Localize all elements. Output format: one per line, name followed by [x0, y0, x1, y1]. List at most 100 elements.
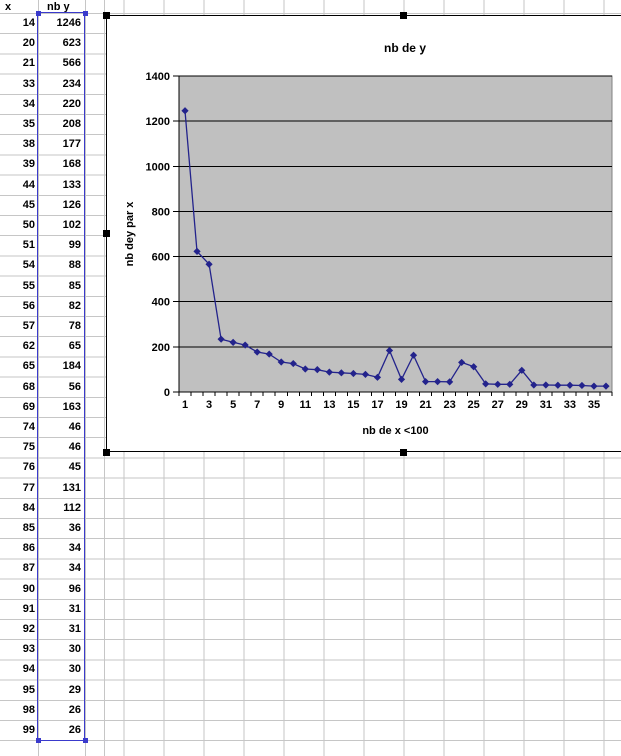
cell-x-value[interactable]: 33 — [22, 77, 35, 90]
cell-nby-value[interactable]: 26 — [68, 724, 81, 737]
cell-nby-value[interactable]: 131 — [62, 481, 81, 494]
cell-nby-value[interactable]: 208 — [62, 118, 81, 131]
cell-x-value[interactable]: 94 — [22, 663, 35, 676]
cell-x-value[interactable]: 77 — [22, 481, 35, 494]
cell-x-value[interactable]: 91 — [22, 602, 35, 615]
cell-nby-value[interactable]: 112 — [63, 501, 81, 514]
cell-nby-value[interactable]: 36 — [68, 522, 81, 535]
cell-nby-value[interactable]: 26 — [68, 703, 81, 716]
cell-x-value[interactable]: 93 — [22, 643, 35, 656]
cell-x-value[interactable]: 56 — [22, 299, 35, 312]
cell-x-value[interactable]: 20 — [22, 37, 35, 50]
table-row: 77 131 — [0, 478, 85, 498]
cell-x-value[interactable]: 95 — [22, 683, 35, 696]
data-point-marker — [433, 378, 442, 386]
series-nby[interactable] — [181, 107, 610, 390]
cell-nby-value[interactable]: 126 — [62, 198, 81, 211]
cell-x-value[interactable]: 38 — [22, 138, 35, 151]
cell-nby-value[interactable]: 65 — [68, 340, 81, 353]
chart-resize-handle-bottom-left[interactable] — [103, 449, 110, 456]
plot-area[interactable] — [178, 75, 613, 393]
cell-x-value[interactable]: 74 — [22, 421, 35, 434]
cell-x-value[interactable]: 45 — [22, 198, 35, 211]
cell-nby-value[interactable]: 78 — [68, 320, 81, 333]
cell-nby-value[interactable]: 56 — [68, 380, 81, 393]
cell-x-value[interactable]: 44 — [22, 178, 35, 191]
cell-nby-value[interactable]: 623 — [62, 37, 81, 50]
cell-nby-value[interactable]: 96 — [68, 582, 81, 595]
chart-title[interactable]: nb de y — [384, 41, 426, 55]
cell-x-value[interactable]: 62 — [22, 340, 35, 353]
cell-x-value[interactable]: 69 — [22, 400, 35, 413]
cell-nby-value[interactable]: 133 — [62, 178, 81, 191]
column-header-nby[interactable]: nb y — [47, 1, 70, 13]
cell-nby-value[interactable]: 220 — [62, 97, 81, 110]
cell-x-value[interactable]: 35 — [22, 118, 35, 131]
y-axis-title[interactable]: nb dey par x — [124, 201, 136, 267]
chart-object[interactable]: nb de y 0 200 400 600 800 1000 1200 1400 1 3 5 7 9 11 1… — [106, 15, 621, 452]
cell-nby-value[interactable]: 168 — [62, 158, 81, 171]
cell-x-value[interactable]: 51 — [22, 239, 35, 252]
cell-x-value[interactable]: 57 — [22, 320, 35, 333]
chart-resize-handle-left-middle[interactable] — [103, 230, 110, 237]
cell-x-value[interactable]: 65 — [22, 360, 35, 373]
cell-nby-value[interactable]: 31 — [68, 602, 81, 615]
chart-resize-handle-bottom-middle[interactable] — [400, 449, 407, 456]
cell-nby-value[interactable]: 29 — [68, 683, 81, 696]
cell-nby-value[interactable]: 102 — [62, 219, 81, 232]
cell-x-value[interactable]: 76 — [22, 461, 35, 474]
range-fill-handle-top-right[interactable] — [82, 10, 88, 16]
cell-x-value[interactable]: 55 — [22, 279, 35, 292]
cell-nby-value[interactable]: 88 — [68, 259, 81, 272]
cell-nby-value[interactable]: 1246 — [56, 17, 81, 30]
cell-x-value[interactable]: 34 — [22, 97, 35, 110]
cell-nby-value[interactable]: 163 — [62, 400, 81, 413]
cell-x-value[interactable]: 92 — [22, 623, 35, 636]
cell-x-value[interactable]: 99 — [22, 724, 35, 737]
data-point-marker — [446, 378, 454, 386]
cell-nby-value[interactable]: 184 — [62, 360, 81, 373]
cell-nby-value[interactable]: 566 — [62, 57, 81, 70]
cell-x-value[interactable]: 21 — [22, 57, 35, 70]
cell-x-value[interactable]: 68 — [22, 380, 35, 393]
data-point-marker — [397, 375, 406, 383]
range-fill-handle-bottom-right[interactable] — [82, 737, 88, 743]
cell-x-value[interactable]: 84 — [22, 501, 35, 514]
cell-nby-value[interactable]: 99 — [68, 239, 81, 252]
cell-nby-value[interactable]: 46 — [68, 421, 81, 434]
cell-x-value[interactable]: 75 — [22, 441, 35, 454]
range-fill-handle-top-left[interactable] — [35, 10, 41, 16]
cell-nby-value[interactable]: 234 — [62, 77, 81, 90]
chart-resize-handle-top-left[interactable] — [103, 12, 110, 19]
data-point-marker — [554, 381, 562, 389]
cell-x-value[interactable]: 87 — [22, 562, 35, 575]
cell-nby-value[interactable]: 82 — [68, 299, 81, 312]
cell-x-value[interactable]: 85 — [22, 522, 35, 535]
table-row: 51 99 — [0, 235, 85, 255]
x-axis-title[interactable]: nb de x <100 — [362, 425, 428, 437]
x-tick-label: 29 — [516, 399, 528, 411]
cell-nby-value[interactable]: 30 — [68, 643, 81, 656]
cell-nby-value[interactable]: 177 — [62, 138, 81, 151]
cell-nby-value[interactable]: 46 — [68, 441, 81, 454]
cell-x-value[interactable]: 14 — [22, 17, 35, 30]
cell-x-value[interactable]: 50 — [22, 219, 35, 232]
cell-x-value[interactable]: 39 — [22, 158, 35, 171]
column-header-x[interactable]: x — [5, 1, 12, 13]
cell-x-value[interactable]: 86 — [22, 542, 35, 555]
range-fill-handle-bottom-left[interactable] — [35, 737, 41, 743]
cell-nby-value[interactable]: 34 — [68, 562, 81, 575]
x-tick-label: 19 — [395, 399, 407, 411]
cell-x-value[interactable]: 90 — [22, 582, 35, 595]
cell-nby-value[interactable]: 45 — [68, 461, 81, 474]
cell-nby-value[interactable]: 30 — [68, 663, 81, 676]
cell-nby-value[interactable]: 31 — [68, 623, 81, 636]
chart-resize-handle-top-middle[interactable] — [400, 12, 407, 19]
cell-x-value[interactable]: 54 — [22, 259, 35, 272]
cell-x-value[interactable]: 98 — [22, 703, 35, 716]
cell-nby-value[interactable]: 85 — [68, 279, 81, 292]
cell-nby-value[interactable]: 34 — [68, 542, 81, 555]
data-point-marker — [566, 381, 574, 389]
